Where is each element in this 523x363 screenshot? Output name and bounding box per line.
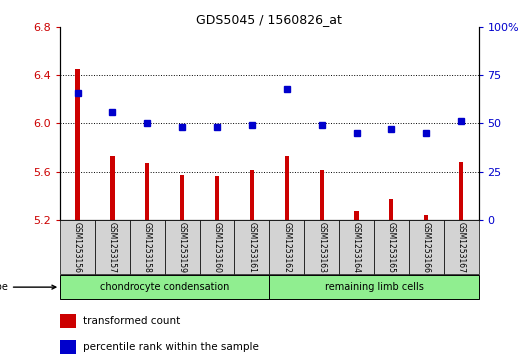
Text: GSM1253160: GSM1253160: [212, 222, 222, 273]
Bar: [459, 162, 463, 220]
Bar: [95, 220, 130, 274]
Bar: [234, 220, 269, 274]
Title: GDS5045 / 1560826_at: GDS5045 / 1560826_at: [197, 13, 342, 26]
Text: GSM1253162: GSM1253162: [282, 222, 291, 273]
Bar: [304, 220, 339, 274]
Bar: [180, 175, 184, 220]
Bar: [60, 314, 76, 328]
Bar: [200, 220, 234, 274]
Text: GSM1253157: GSM1253157: [108, 222, 117, 273]
Text: remaining limb cells: remaining limb cells: [324, 282, 424, 292]
Bar: [215, 176, 219, 220]
Bar: [60, 275, 269, 299]
Text: GSM1253163: GSM1253163: [317, 222, 326, 273]
Bar: [269, 220, 304, 274]
Text: GSM1253156: GSM1253156: [73, 222, 82, 273]
Bar: [424, 215, 428, 220]
Text: percentile rank within the sample: percentile rank within the sample: [83, 342, 258, 352]
Bar: [60, 220, 95, 274]
Bar: [130, 220, 165, 274]
Bar: [269, 275, 479, 299]
Bar: [165, 220, 200, 274]
Bar: [444, 220, 479, 274]
Bar: [374, 220, 409, 274]
Bar: [110, 156, 115, 220]
Text: cell type: cell type: [0, 282, 56, 292]
Bar: [355, 211, 359, 220]
Bar: [250, 170, 254, 220]
Text: GSM1253164: GSM1253164: [352, 222, 361, 273]
Text: transformed count: transformed count: [83, 316, 180, 326]
Bar: [285, 156, 289, 220]
Bar: [60, 340, 76, 354]
Bar: [389, 199, 393, 220]
Text: GSM1253167: GSM1253167: [457, 222, 465, 273]
Text: chondrocyte condensation: chondrocyte condensation: [100, 282, 230, 292]
Bar: [320, 170, 324, 220]
Text: GSM1253158: GSM1253158: [143, 222, 152, 273]
Text: GSM1253166: GSM1253166: [422, 222, 431, 273]
Text: GSM1253165: GSM1253165: [387, 222, 396, 273]
Text: GSM1253161: GSM1253161: [247, 222, 256, 273]
Bar: [145, 163, 150, 220]
Bar: [339, 220, 374, 274]
Bar: [75, 69, 79, 220]
Text: GSM1253159: GSM1253159: [178, 222, 187, 273]
Bar: [409, 220, 444, 274]
